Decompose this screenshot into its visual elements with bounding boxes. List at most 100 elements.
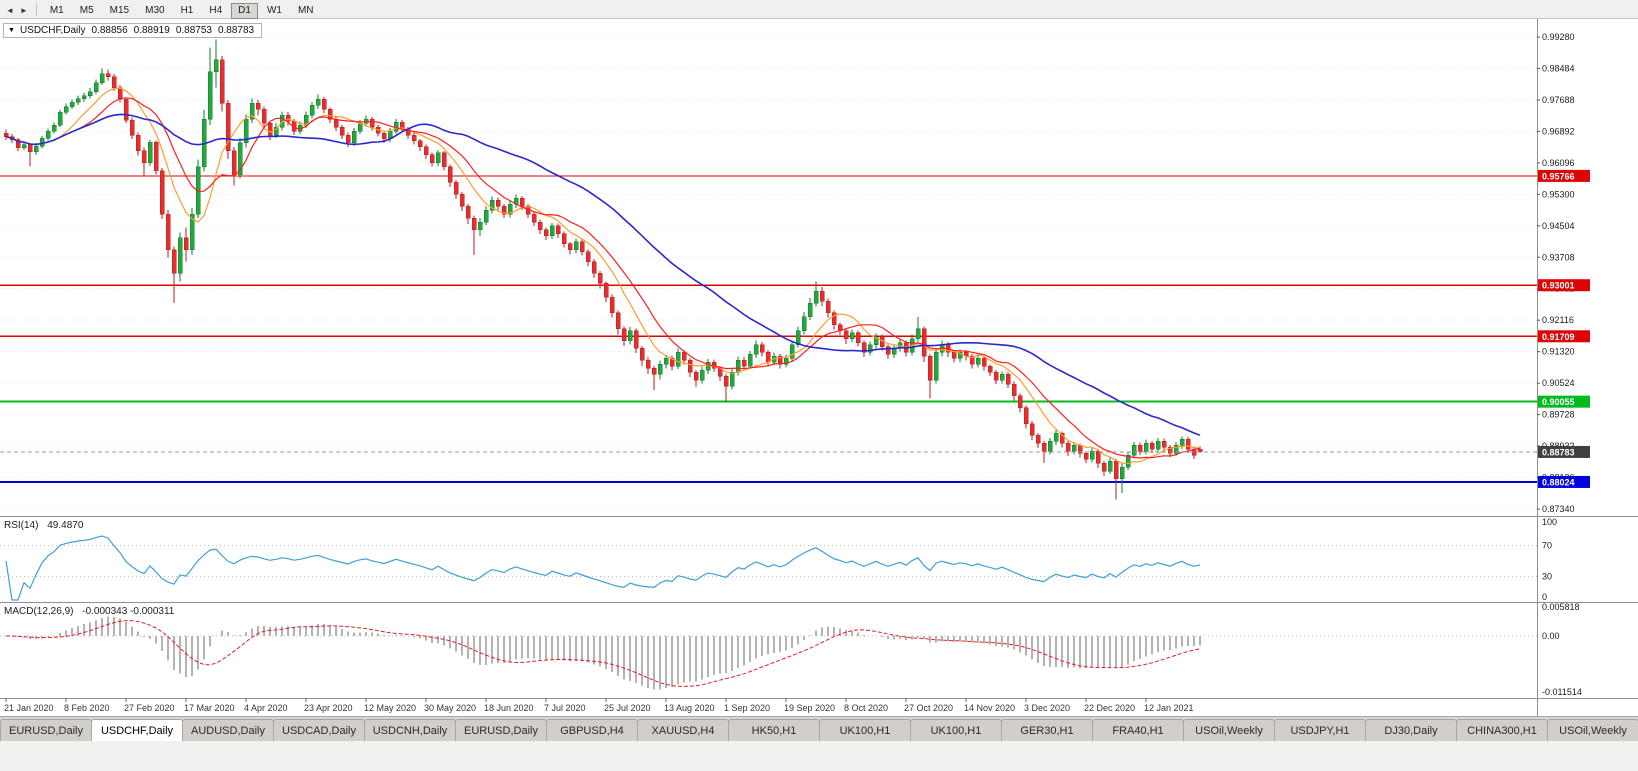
- toolbar-icons: ◄ ►: [3, 0, 31, 19]
- candle-body: [195, 166, 201, 215]
- time-axis-label: 4 Apr 2020: [244, 703, 288, 713]
- price-axis-label: 0.89728: [1542, 410, 1575, 420]
- candle-body: [627, 330, 633, 341]
- price-axis[interactable]: 0.99280 0.98484 0.97688 0.96892 0.96096 0.953…: [1537, 32, 1575, 514]
- chart-tab-hk50-h1[interactable]: HK50,H1: [728, 719, 820, 741]
- macd-signal-line: [5, 620, 1201, 687]
- candle-body: [501, 205, 507, 215]
- time-axis-label: 21 Jan 2020: [4, 703, 54, 713]
- candle-body: [225, 103, 231, 152]
- candle-body: [1047, 441, 1053, 452]
- candle-body: [663, 358, 669, 365]
- chart-tab-uk100-h1[interactable]: UK100,H1: [910, 719, 1002, 741]
- chart-tab-china300-h1[interactable]: CHINA300,H1: [1456, 719, 1548, 741]
- candle-body: [687, 360, 693, 373]
- scroll-right-icon[interactable]: ►: [19, 5, 28, 15]
- candle-body: [465, 205, 471, 219]
- candle-body: [1173, 445, 1179, 454]
- candle-body: [1011, 383, 1017, 397]
- timeframe-button-m15[interactable]: M15: [103, 3, 136, 19]
- price-axis-label: 0.93708: [1542, 252, 1575, 262]
- candle-body: [435, 152, 441, 163]
- candle-body: [69, 101, 75, 107]
- timeframe-button-h4[interactable]: H4: [202, 3, 229, 19]
- candle-body: [237, 142, 243, 175]
- candle-body: [87, 91, 93, 96]
- candle-body: [327, 109, 333, 120]
- candle-body: [177, 237, 183, 274]
- chart-tab-eurusd-daily[interactable]: EURUSD,Daily: [455, 719, 547, 741]
- candle-body: [951, 352, 957, 359]
- candle-body: [453, 182, 459, 195]
- candle-body: [753, 344, 759, 355]
- candle-body: [1155, 441, 1161, 450]
- chart-tab-usdjpy-h1[interactable]: USDJPY,H1: [1274, 719, 1366, 741]
- price-badge-label: 0.88783: [1542, 447, 1575, 457]
- horizontal-level-lines: [0, 175, 1537, 483]
- candle-body: [207, 71, 213, 120]
- moving-average-ma-fast: [5, 87, 1201, 465]
- candle-body: [993, 371, 999, 381]
- candle-body: [657, 364, 663, 375]
- candle-body: [15, 139, 21, 148]
- timeframe-button-d1[interactable]: D1: [231, 2, 258, 19]
- candle-body: [699, 369, 705, 381]
- candle-body: [165, 213, 171, 250]
- chart-tab-audusd-daily[interactable]: AUDUSD,Daily: [182, 719, 274, 741]
- panel-separators[interactable]: [0, 19, 1638, 716]
- macd-axis-label: 0.005818: [1542, 602, 1580, 612]
- chart-tab-usdcnh-daily[interactable]: USDCNH,Daily: [364, 719, 456, 741]
- rsi-axis[interactable]: 100 70 30 0: [1542, 517, 1557, 602]
- candle-body: [681, 352, 687, 361]
- time-axis-label: 19 Sep 2020: [784, 703, 835, 713]
- candle-body: [867, 344, 873, 353]
- chart-tab-uk100-h1[interactable]: UK100,H1: [819, 719, 911, 741]
- candle-body: [891, 348, 897, 355]
- timeframe-button-m30[interactable]: M30: [138, 3, 171, 19]
- candle-body: [285, 115, 291, 122]
- chart-tab-usoil-weekly[interactable]: USOil,Weekly: [1183, 719, 1275, 741]
- scroll-left-icon[interactable]: ◄: [6, 5, 14, 15]
- timeframe-button-m1[interactable]: M1: [43, 3, 71, 19]
- timeframe-button-m5[interactable]: M5: [73, 3, 101, 19]
- ohlc-low: 0.88753: [175, 25, 212, 36]
- candle-body: [1143, 443, 1149, 452]
- chart-tab-gbpusd-h4[interactable]: GBPUSD,H4: [546, 719, 638, 741]
- candle-body: [351, 130, 357, 144]
- candle-body: [1089, 451, 1095, 460]
- timeframe-button-w1[interactable]: W1: [260, 3, 289, 19]
- macd-axis[interactable]: 0.005818 0.00 -0.011514: [1542, 602, 1582, 697]
- price-axis-label: 0.94504: [1542, 221, 1575, 231]
- candle-body: [759, 344, 765, 353]
- chart-tab-eurusd-daily[interactable]: EURUSD,Daily: [0, 719, 92, 741]
- candle-body: [309, 105, 315, 116]
- price-axis-label: 0.95300: [1542, 189, 1575, 199]
- time-axis-label: 12 May 2020: [364, 703, 416, 713]
- timeframe-button-mn[interactable]: MN: [291, 3, 321, 19]
- time-axis-label: 12 Jan 2021: [1144, 703, 1194, 713]
- chart-tab-dj30-daily[interactable]: DJ30,Daily: [1365, 719, 1457, 741]
- rsi-axis-label: 70: [1542, 540, 1552, 550]
- chart-tab-usdchf-daily[interactable]: USDCHF,Daily: [91, 719, 183, 741]
- candle-body: [999, 373, 1005, 381]
- candle-body: [531, 213, 537, 223]
- chart-tab-xauusd-h4[interactable]: XAUUSD,H4: [637, 719, 729, 741]
- time-axis-label: 3 Dec 2020: [1024, 703, 1070, 713]
- chevron-down-icon[interactable]: ▼: [8, 27, 15, 34]
- chart-tab-fra40-h1[interactable]: FRA40,H1: [1092, 719, 1184, 741]
- candle-body: [807, 302, 813, 318]
- time-axis-label: 27 Oct 2020: [904, 703, 953, 713]
- time-axis-label: 13 Aug 2020: [664, 703, 715, 713]
- chart-tab-ger30-h1[interactable]: GER30,H1: [1001, 719, 1093, 741]
- time-axis[interactable]: 21 Jan 2020 8 Feb 2020 27 Feb 2020 17 Mar 2…: [4, 698, 1194, 713]
- candle-body: [105, 73, 111, 77]
- candle-body: [21, 144, 27, 148]
- timeframe-button-h1[interactable]: H1: [174, 3, 201, 19]
- macd-axis-label: 0.00: [1542, 631, 1560, 641]
- candle-body: [609, 296, 615, 314]
- candle-body: [783, 358, 789, 365]
- chart-tab-usoil-weekly[interactable]: USOil,Weekly: [1547, 719, 1638, 741]
- candle-body: [213, 59, 219, 73]
- chart-tab-usdcad-daily[interactable]: USDCAD,Daily: [273, 719, 365, 741]
